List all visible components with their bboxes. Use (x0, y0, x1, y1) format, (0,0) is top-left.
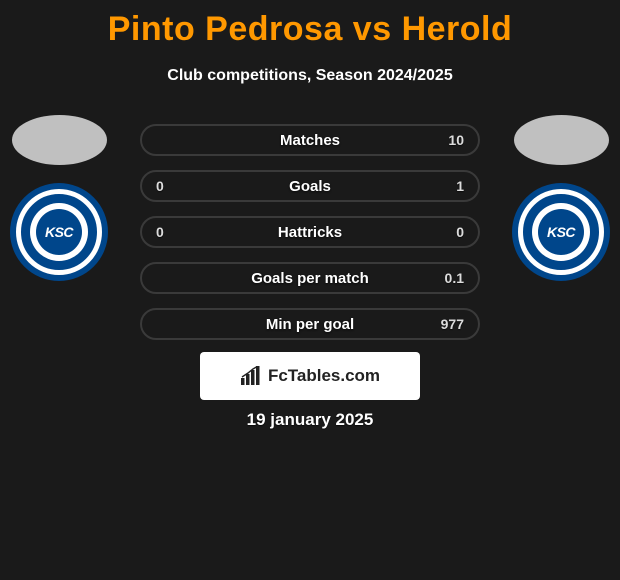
stat-right-value: 0 (456, 224, 464, 240)
stat-right-value: 0.1 (445, 270, 464, 286)
player-left-club-badge: KSC (10, 183, 108, 281)
stat-left-value: 0 (156, 224, 164, 240)
stat-row-goals: 0 Goals 1 (140, 170, 480, 202)
stat-right-value: 10 (448, 132, 464, 148)
stat-left-value: 0 (156, 178, 164, 194)
date-label: 19 january 2025 (247, 410, 374, 430)
page-title: Pinto Pedrosa vs Herold (0, 0, 620, 49)
stat-row-goals-per-match: Goals per match 0.1 (140, 262, 480, 294)
bar-chart-icon (240, 366, 262, 386)
player-left-silhouette-icon (12, 115, 107, 165)
stat-row-hattricks: 0 Hattricks 0 (140, 216, 480, 248)
stat-row-matches: Matches 10 (140, 124, 480, 156)
stat-label: Goals per match (251, 270, 369, 287)
attribution-badge: FcTables.com (200, 352, 420, 400)
stat-label: Goals (289, 178, 331, 195)
subtitle: Club competitions, Season 2024/2025 (0, 67, 620, 85)
stat-row-min-per-goal: Min per goal 977 (140, 308, 480, 340)
stat-label: Hattricks (278, 224, 342, 241)
player-left-column: KSC (10, 115, 108, 281)
player-right-club-badge: KSC (512, 183, 610, 281)
stat-right-value: 977 (441, 316, 464, 332)
stats-panel: Matches 10 0 Goals 1 0 Hattricks 0 Goals… (140, 124, 480, 340)
stat-label: Min per goal (266, 316, 354, 333)
player-right-club-abbrev: KSC (538, 209, 584, 255)
stat-label: Matches (280, 132, 340, 149)
player-left-club-abbrev: KSC (36, 209, 82, 255)
player-right-column: KSC (512, 115, 610, 281)
stat-right-value: 1 (456, 178, 464, 194)
attribution-text: FcTables.com (268, 366, 380, 386)
player-right-silhouette-icon (514, 115, 609, 165)
